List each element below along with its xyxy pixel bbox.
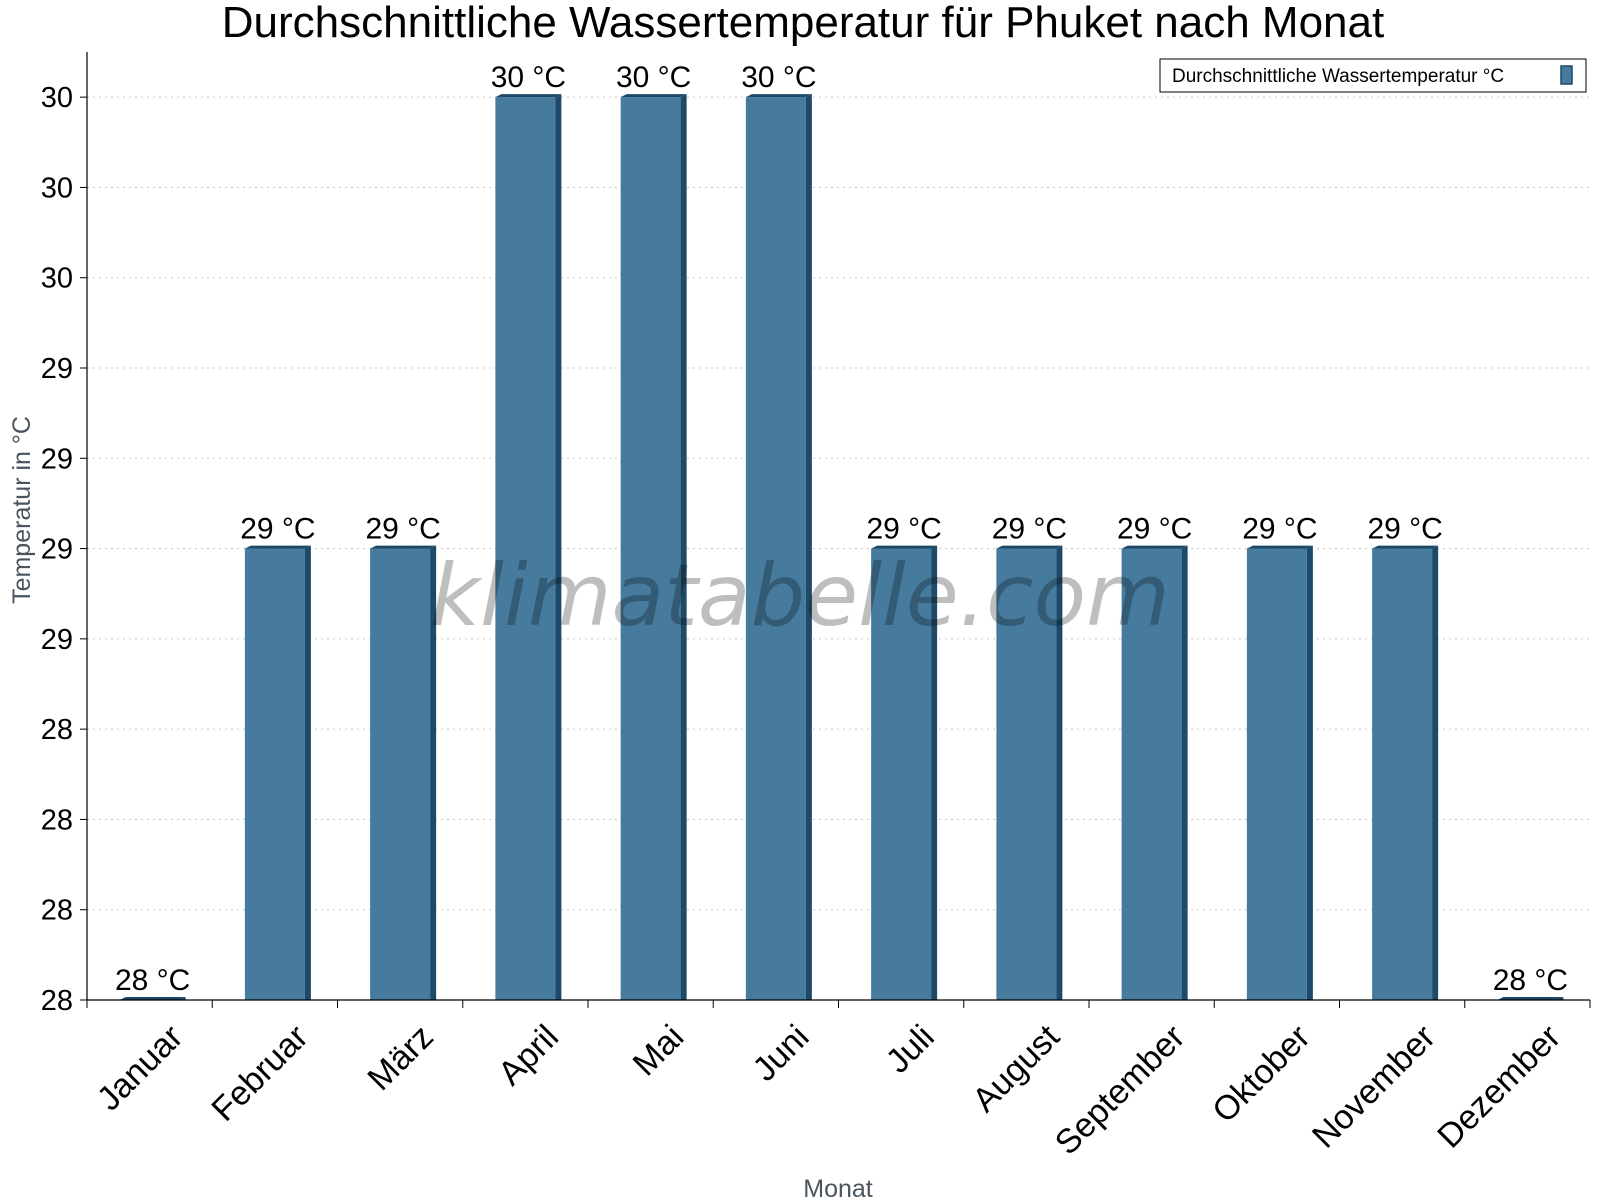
x-tick-label: Januar [90,1018,190,1118]
bar-face [745,97,806,1000]
bar-top [745,94,812,98]
bar-face [495,97,556,1000]
legend-swatch [1560,65,1573,85]
x-tick-label: April [491,1018,566,1093]
bar-face [1121,548,1182,1000]
bar [370,545,437,1000]
data-label: 29 °C [866,513,941,546]
y-tick-label: 28 [41,895,73,927]
bar [1121,545,1188,1000]
bar [1372,545,1439,1000]
y-tick-label: 29 [41,534,73,566]
y-tick-label: 30 [41,82,73,114]
legend: Durchschnittliche Wassertemperatur °C [1159,58,1587,93]
bar [1246,545,1313,1000]
x-axis-label: Monat [803,1175,873,1200]
x-tick-label: November [1305,1018,1443,1156]
bar-top [370,545,437,549]
bar-top [1497,997,1564,1000]
y-tick-label: 30 [41,263,73,295]
bar-face [996,548,1057,1000]
chart-title: Durchschnittliche Wassertemperatur für P… [222,0,1384,47]
bar-side [555,94,562,1000]
bar [495,94,562,1000]
bar-side [1181,545,1188,1000]
bar-face [871,548,932,1000]
bar [996,545,1063,1000]
bar-face [244,548,305,1000]
watermark: klimatabelle.com [430,546,1170,646]
bar-top [1372,545,1439,549]
y-tick-labels: 28 28 28 28 29 29 29 29 30 30 30 [41,82,73,1017]
x-tick-label: August [965,1017,1067,1119]
bar-top [495,94,562,98]
data-label: 30 °C [741,61,816,94]
bar-top [620,94,687,98]
bar-side [931,545,938,1000]
data-labels: 28 °C 29 °C 29 °C 30 °C 30 °C 30 °C 29 °C 29 °C… [115,61,1568,997]
bar-top [871,545,938,549]
bar-top [119,997,186,1000]
bar [119,997,186,1000]
bars [119,94,1564,1000]
y-axis-label: Temperatur in °C [8,416,36,604]
y-tick-label: 29 [41,353,73,385]
bar-side [304,545,311,1000]
bar-side [1432,545,1439,1000]
legend-label: Durchschnittliche Wassertemperatur °C [1172,66,1504,87]
x-tick-label: Mai [626,1018,692,1084]
y-tick-label: 29 [41,624,73,656]
legend-box [1159,58,1587,93]
y-tick-label: 28 [41,804,73,836]
bar-top [244,545,311,549]
bar-top [996,545,1063,549]
x-tick-label: Februar [204,1018,315,1129]
data-label: 30 °C [491,61,566,94]
data-label: 29 °C [1117,513,1192,546]
bar-side [1056,545,1063,1000]
bar [620,94,687,1000]
data-label: 29 °C [240,513,315,546]
bar-side [1306,545,1313,1000]
data-label: 29 °C [992,513,1067,546]
data-label: 28 °C [115,964,190,997]
data-label: 29 °C [365,513,440,546]
bar-face [1372,548,1433,1000]
axes [80,52,1591,1008]
bar [244,545,311,1000]
y-tick-label: 29 [41,443,73,475]
bar-side [680,94,687,1000]
y-tick-label: 28 [41,985,73,1017]
data-label: 30 °C [616,61,691,94]
data-label: 29 °C [1242,513,1317,546]
bar [871,545,938,1000]
bar-side [805,94,812,1000]
x-tick-label: März [360,1018,440,1098]
bar-face [370,548,431,1000]
bar-top [1246,545,1313,549]
bar [1497,997,1564,1000]
bar-side [430,545,437,1000]
bar-face [620,97,681,1000]
data-label: 29 °C [1367,513,1442,546]
x-tick-label: Oktober [1205,1018,1317,1130]
bar-top [1121,545,1188,549]
x-tick-label: Dezember [1430,1018,1568,1156]
bar-face [1246,548,1307,1000]
bar [745,94,812,1000]
data-label: 28 °C [1493,964,1568,997]
x-tick-label: Juli [879,1018,942,1081]
y-tick-label: 28 [41,714,73,746]
x-tick-labels: Januar Februar März April Mai Juni Juli AugustS… [90,1017,1568,1162]
x-tick-label: September [1048,1018,1192,1162]
y-tick-label: 30 [41,172,73,204]
grid-lines [87,96,1590,911]
x-tick-label: Juni [746,1018,817,1089]
